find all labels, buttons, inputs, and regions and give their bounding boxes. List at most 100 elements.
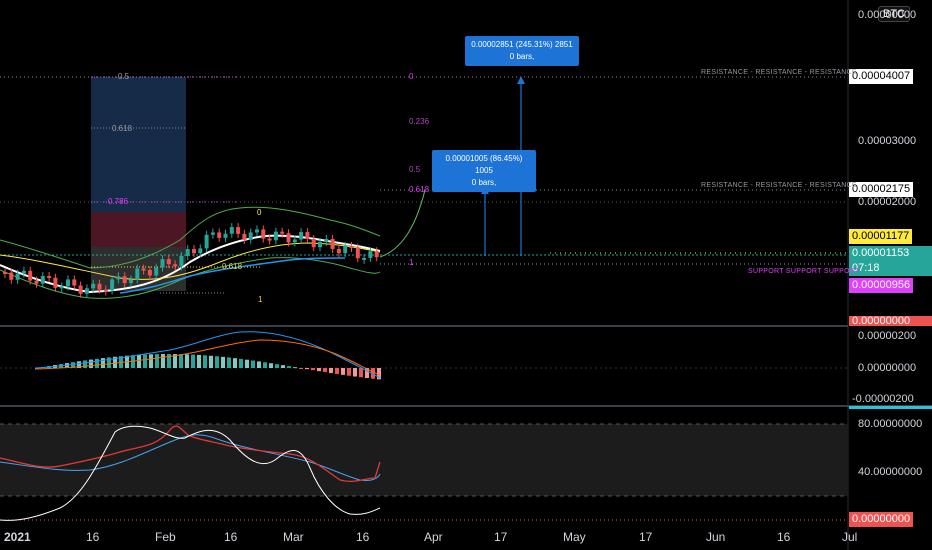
candle[interactable] xyxy=(311,238,316,248)
candle[interactable] xyxy=(154,267,159,276)
candle[interactable] xyxy=(336,248,341,254)
candle[interactable] xyxy=(318,241,322,248)
measure-tooltip-big[interactable]: 0.00002851 (245.31%) 2851 0 bars, xyxy=(465,36,579,66)
macd-bar xyxy=(377,368,381,380)
candle[interactable] xyxy=(28,270,33,281)
macd-bar xyxy=(209,355,213,368)
candle[interactable] xyxy=(349,246,354,249)
candle[interactable] xyxy=(286,233,291,243)
candlestick-series[interactable] xyxy=(3,223,379,298)
candle[interactable] xyxy=(141,268,146,271)
rsi-red-tag: 0.00000000 xyxy=(849,512,914,527)
candle[interactable] xyxy=(135,268,140,280)
macd-bar xyxy=(137,354,141,368)
macd-histogram xyxy=(35,354,381,380)
candle[interactable] xyxy=(299,232,304,240)
candle[interactable] xyxy=(173,264,178,267)
candle[interactable] xyxy=(72,279,77,286)
macd-bar xyxy=(269,363,273,368)
macd-bar xyxy=(311,368,315,371)
macd-line xyxy=(34,331,381,379)
macd-bar xyxy=(161,354,165,368)
candle[interactable] xyxy=(255,229,259,233)
rsi-band-background xyxy=(0,424,848,496)
long-position-target-zone[interactable] xyxy=(91,77,186,212)
ma-yellow xyxy=(0,242,381,280)
resistance-price-tag[interactable]: 0.00004007 xyxy=(849,69,914,84)
macd-bar xyxy=(113,356,117,368)
candle[interactable] xyxy=(280,231,285,234)
resistance-label: RESISTANCE - RESISTANCE - RESISTANCE xyxy=(701,69,857,76)
candle[interactable] xyxy=(59,286,64,289)
tooltip-line: 0.00002851 (245.31%) 2851 xyxy=(471,40,573,49)
candle[interactable] xyxy=(355,247,360,259)
candle[interactable] xyxy=(122,276,127,284)
macd-bar xyxy=(107,357,111,368)
candle[interactable] xyxy=(242,233,247,240)
countdown-tag: 07:18 xyxy=(849,261,932,276)
candle[interactable] xyxy=(192,249,196,254)
long-position-stop-zone[interactable] xyxy=(91,212,186,247)
candle[interactable] xyxy=(229,227,234,234)
candle[interactable] xyxy=(273,231,278,241)
candle[interactable] xyxy=(362,257,367,260)
date-label: 16 xyxy=(356,530,370,544)
candle[interactable] xyxy=(103,289,108,292)
macd-bar xyxy=(203,355,207,368)
candle[interactable] xyxy=(160,259,165,268)
candle[interactable] xyxy=(3,272,7,274)
date-label: 17 xyxy=(639,530,653,544)
candle[interactable] xyxy=(166,259,171,265)
support-price-tag[interactable]: 0.00000956 xyxy=(849,278,914,293)
candle[interactable] xyxy=(15,273,20,280)
candle[interactable] xyxy=(217,232,222,238)
candle[interactable] xyxy=(97,283,102,290)
date-label: May xyxy=(563,530,586,544)
candle[interactable] xyxy=(185,249,190,256)
candle[interactable] xyxy=(179,255,184,267)
fib-label: 0.236 xyxy=(409,117,430,126)
candle[interactable] xyxy=(236,227,241,234)
candle[interactable] xyxy=(374,251,379,258)
macd-bar xyxy=(101,358,105,368)
candle[interactable] xyxy=(34,280,39,284)
candle[interactable] xyxy=(66,279,70,287)
candle[interactable] xyxy=(343,246,348,254)
candle[interactable] xyxy=(84,288,89,294)
candle[interactable] xyxy=(305,232,310,239)
date-label: 17 xyxy=(494,530,508,544)
macd-bar xyxy=(323,368,327,373)
candle[interactable] xyxy=(116,276,121,280)
candle[interactable] xyxy=(47,275,52,278)
current-price-tag[interactable]: 0.00001153 xyxy=(849,246,932,261)
candle[interactable] xyxy=(267,238,272,241)
candle[interactable] xyxy=(110,279,115,291)
candle[interactable] xyxy=(21,270,26,274)
candle[interactable] xyxy=(147,270,152,276)
candle[interactable] xyxy=(204,234,209,249)
candle[interactable] xyxy=(330,238,335,249)
macd-bar xyxy=(233,358,237,368)
candle[interactable] xyxy=(292,239,297,243)
macd-bar xyxy=(95,358,99,368)
candle[interactable] xyxy=(40,275,45,284)
yellow-price-tag[interactable]: 0.00001177 xyxy=(849,229,913,244)
candle[interactable] xyxy=(324,238,329,242)
candle[interactable] xyxy=(210,232,215,235)
candle[interactable] xyxy=(78,285,83,294)
candle[interactable] xyxy=(53,277,58,288)
measure-tooltip-small[interactable]: 0.00001005 (86.45%) 1005 0 bars, xyxy=(432,150,536,192)
candle[interactable] xyxy=(261,229,266,239)
macd-bar xyxy=(89,359,93,368)
candle[interactable] xyxy=(368,251,373,258)
candle[interactable] xyxy=(129,279,133,284)
candle[interactable] xyxy=(91,283,96,289)
candle[interactable] xyxy=(248,232,253,240)
candle[interactable] xyxy=(223,233,228,238)
macd-axis-label: 0.00000000 xyxy=(858,362,917,374)
symbol-badge[interactable]: BTC xyxy=(878,6,910,22)
candle[interactable] xyxy=(198,248,203,254)
resistance-price-tag[interactable]: 0.00002175 xyxy=(849,182,914,197)
candle[interactable] xyxy=(9,272,14,280)
